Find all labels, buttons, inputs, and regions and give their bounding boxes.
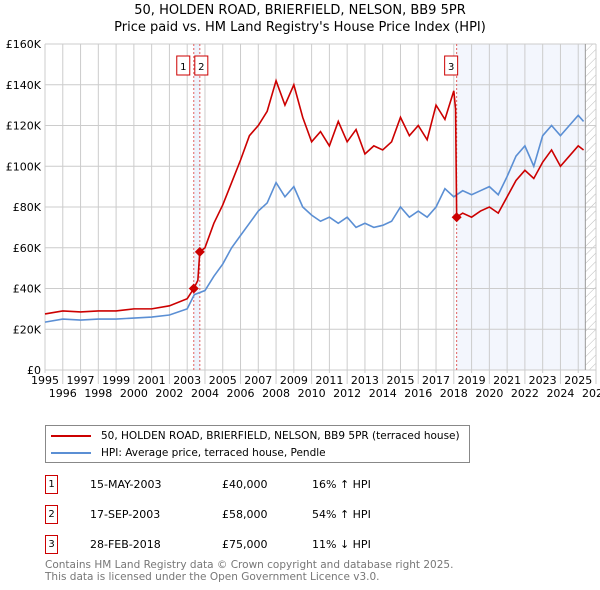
- y-tick-label: £160K: [6, 38, 42, 51]
- x-tick-label: 2005: [209, 374, 237, 387]
- x-tick-label: 2015: [386, 374, 414, 387]
- x-tick-label: 2007: [244, 374, 272, 387]
- x-tick-label: 2004: [191, 387, 219, 400]
- x-tick-label: 2010: [298, 387, 326, 400]
- sale-hpi-diff: 16% ↑ HPI: [312, 478, 371, 491]
- x-tick-label: 2006: [227, 387, 255, 400]
- x-tick-label: 2002: [155, 387, 183, 400]
- plot-area: 1995199619971998199920002001200220032004…: [6, 38, 600, 400]
- x-tick-label: 1995: [31, 374, 59, 387]
- x-tick-label: 1997: [67, 374, 95, 387]
- x-tick-label: 2023: [529, 374, 557, 387]
- x-tick-label: 2016: [404, 387, 432, 400]
- sale-row: 3 28-FEB-2018 £75,000 11% ↓ HPI: [45, 535, 445, 555]
- x-tick-label: 2017: [422, 374, 450, 387]
- legend-red-line: [51, 435, 91, 437]
- sale-price: £75,000: [222, 538, 268, 551]
- sale-label-box: [194, 55, 209, 76]
- y-tick-label: £80K: [13, 201, 42, 214]
- price-paid-line: [44, 78, 585, 315]
- sale-point: [188, 283, 199, 294]
- sale-label: 2: [198, 62, 204, 73]
- x-tick-label: 2024: [546, 387, 574, 400]
- sale-label: 3: [448, 62, 454, 73]
- y-tick-label: £60K: [13, 242, 42, 255]
- x-tick-label: 2000: [120, 387, 148, 400]
- sale-price: £58,000: [222, 508, 268, 521]
- chart-title: 50, HOLDEN ROAD, BRIERFIELD, NELSON, BB9…: [134, 3, 466, 18]
- sale-price: £40,000: [222, 478, 268, 491]
- x-tick-label: 2003: [173, 374, 201, 387]
- footer: Contains HM Land Registry data © Crown c…: [45, 559, 453, 583]
- footer-line: This data is licensed under the Open Gov…: [45, 571, 380, 583]
- sale-point: [194, 246, 205, 257]
- sale-date: 28-FEB-2018: [90, 538, 161, 551]
- x-tick-label: 1996: [49, 387, 77, 400]
- x-tick-label: 2012: [333, 387, 361, 400]
- x-tick-label: 2008: [262, 387, 290, 400]
- legend-blue-line: [51, 452, 91, 454]
- sale-date: 17-SEP-2003: [90, 508, 161, 521]
- x-tick-label: 2021: [493, 374, 521, 387]
- sale-hpi-diff: 11% ↓ HPI: [312, 538, 371, 551]
- x-tick-label: 2011: [315, 374, 343, 387]
- sale-row: 2 17-SEP-2003 £58,000 54% ↑ HPI: [45, 505, 445, 525]
- x-tick-label: 2019: [458, 374, 486, 387]
- chart-subtitle: Price paid vs. HM Land Registry's House …: [114, 20, 486, 35]
- x-tick-label: 1999: [102, 374, 130, 387]
- x-tick-label: 2001: [138, 374, 166, 387]
- sale-date: 15-MAY-2003: [90, 478, 162, 491]
- y-tick-label: £20K: [13, 323, 42, 336]
- x-tick-label: 2009: [280, 374, 308, 387]
- x-tick-label: 1998: [84, 387, 112, 400]
- legend-property: 50, HOLDEN ROAD, BRIERFIELD, NELSON, BB9…: [101, 430, 460, 442]
- sale-row: 1 15-MAY-2003 £40,000 16% ↑ HPI: [45, 475, 445, 495]
- sale-label-box: [444, 55, 459, 76]
- sale-badge: 2: [45, 505, 58, 524]
- x-tick-label: 2018: [440, 387, 468, 400]
- y-tick-label: £100K: [6, 160, 42, 173]
- x-tick-label: 2020: [475, 387, 503, 400]
- sale-badge: 1: [45, 475, 58, 494]
- y-tick-label: £140K: [6, 79, 42, 92]
- y-tick-label: £0: [27, 364, 41, 377]
- x-tick-label: 2022: [511, 387, 539, 400]
- y-tick-label: £40K: [13, 283, 42, 296]
- sale-hpi-diff: 54% ↑ HPI: [312, 508, 371, 521]
- footer-line: Contains HM Land Registry data © Crown c…: [45, 559, 454, 571]
- y-tick-label: £120K: [6, 120, 42, 133]
- sale-label-box: [176, 55, 191, 76]
- x-tick-label: 2025: [564, 374, 592, 387]
- x-tick-label: 2013: [351, 374, 379, 387]
- sale-point: [451, 212, 462, 223]
- legend-hpi: HPI: Average price, terraced house, Pend…: [101, 447, 326, 459]
- x-tick-label: 2026: [582, 387, 600, 400]
- sale-badge: 3: [45, 535, 58, 554]
- hpi-line: [44, 114, 585, 323]
- x-tick-label: 2014: [369, 387, 397, 400]
- sale-label: 1: [180, 62, 186, 73]
- legend: 50, HOLDEN ROAD, BRIERFIELD, NELSON, BB9…: [45, 425, 470, 463]
